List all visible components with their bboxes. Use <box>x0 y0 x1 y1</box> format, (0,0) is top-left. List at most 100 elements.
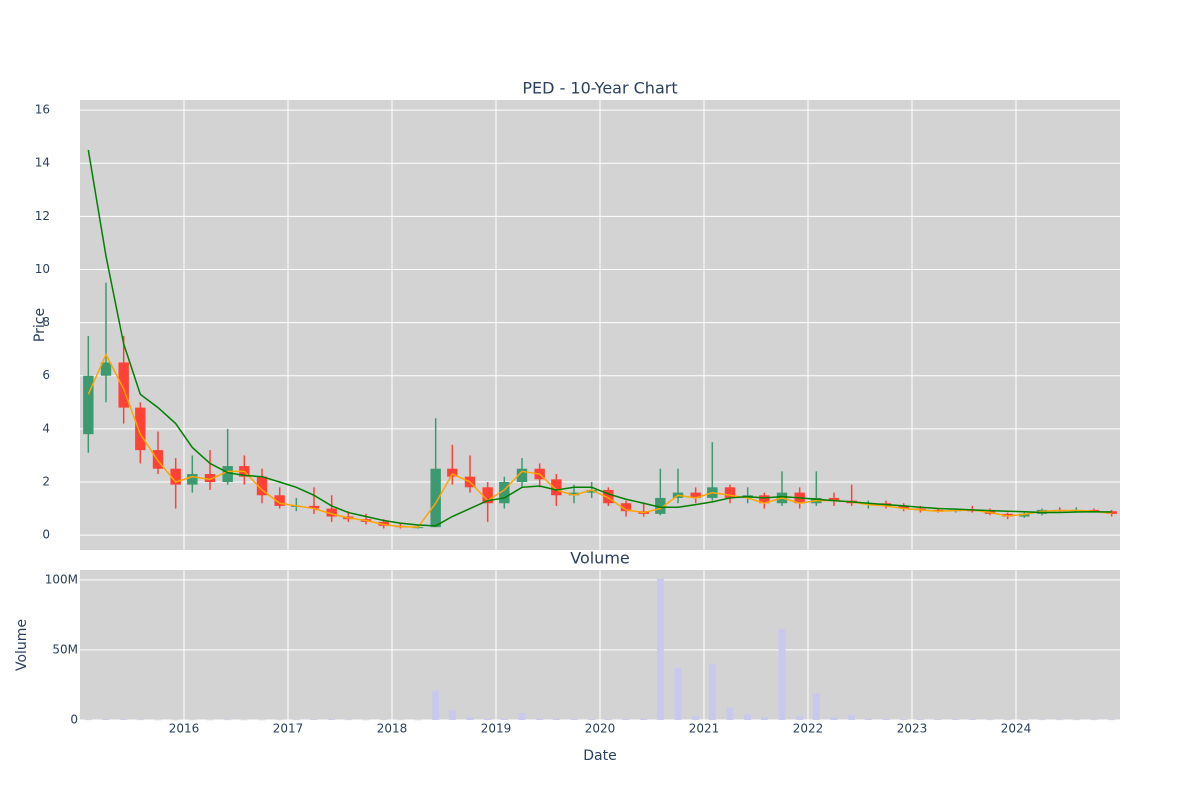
candle-body <box>1002 513 1013 517</box>
volume-bar <box>328 719 336 720</box>
volume-bar <box>292 719 300 721</box>
moving-average-line <box>87 149 1112 527</box>
volume-bar <box>396 719 404 721</box>
volume-bar <box>1020 719 1028 720</box>
volume-bar <box>500 718 508 720</box>
candle-body <box>118 362 129 408</box>
volume-bar <box>796 715 804 720</box>
candle-body <box>308 505 320 509</box>
candle-body <box>135 407 146 451</box>
candle-body <box>83 375 94 435</box>
x-tick-label: 2016 <box>169 722 200 736</box>
candle-body <box>759 495 770 504</box>
volume-bar <box>380 719 388 721</box>
candle-body <box>274 495 285 506</box>
volume-bar <box>760 717 768 720</box>
candle-body <box>828 497 840 501</box>
y-tick-label: 16 <box>35 103 50 117</box>
volume-bar <box>588 719 596 720</box>
volume-bar <box>154 719 162 721</box>
candle-body <box>1106 511 1117 514</box>
volume-bar <box>952 719 960 720</box>
y-tick-label: 0 <box>70 713 78 727</box>
volume-bar <box>102 719 110 720</box>
y-tick-label: 100M <box>45 572 78 586</box>
volume-bar <box>916 719 924 720</box>
volume-bar <box>986 719 994 721</box>
volume-bar <box>1056 719 1064 721</box>
candle-body <box>898 505 909 509</box>
volume-bar <box>120 719 128 720</box>
volume-bar <box>656 578 664 720</box>
volume-bar <box>310 719 318 720</box>
candle-body <box>326 508 337 517</box>
volume-bar <box>812 693 820 720</box>
x-tick-label: 2017 <box>273 722 304 736</box>
candle-body <box>100 362 112 376</box>
candle-body <box>551 479 562 496</box>
candle-body <box>655 497 666 514</box>
candle-body <box>690 492 701 498</box>
volume-bar <box>864 718 872 720</box>
candle-body <box>430 468 441 528</box>
volume-bar <box>344 719 352 721</box>
y-tick-label: 12 <box>35 209 50 223</box>
volume-bar <box>206 719 214 721</box>
volume-title: Volume <box>570 549 630 568</box>
x-tick-label: 2018 <box>377 722 408 736</box>
y-tick-label: 6 <box>42 368 50 382</box>
volume-bar <box>258 719 266 721</box>
candle-body <box>256 476 268 496</box>
moving-average-line <box>87 352 1112 528</box>
y-tick-label: 14 <box>35 156 50 170</box>
x-tick-label: 2024 <box>1001 722 1032 736</box>
y-tick-label: 0 <box>42 528 50 542</box>
volume-bar <box>448 710 456 720</box>
x-tick-label: 2022 <box>793 722 824 736</box>
candle-body <box>499 481 510 504</box>
volume-bar <box>604 719 612 720</box>
volume-bar <box>414 719 422 721</box>
candle-body <box>603 489 614 504</box>
volume-bar <box>570 719 578 720</box>
y-tick-label: 50M <box>52 642 78 656</box>
volume-bar <box>536 718 544 720</box>
candle-body <box>516 468 528 482</box>
volume-bar <box>484 718 492 720</box>
x-tick-label: 2020 <box>585 722 616 736</box>
candle-body <box>170 468 181 485</box>
candle-body <box>620 503 632 512</box>
candle-body <box>1019 513 1030 517</box>
volume-bar <box>224 719 232 721</box>
candle-body <box>204 474 216 482</box>
y-axis-title: Price <box>32 308 48 342</box>
volume-bar <box>900 719 908 720</box>
volume-bar <box>1038 719 1046 721</box>
volume-bar <box>276 719 284 721</box>
y-tick-label: 4 <box>42 421 50 435</box>
volume-bar <box>778 628 786 720</box>
volume-bar <box>848 715 856 720</box>
volume-bar <box>726 707 734 720</box>
volume-bar <box>432 690 440 720</box>
volume-bar <box>622 719 630 720</box>
volume-bar <box>240 719 248 721</box>
volume-bar <box>674 668 682 720</box>
y-tick-label: 2 <box>42 474 50 488</box>
volume-bar <box>1090 719 1098 721</box>
volume-bar <box>882 718 890 720</box>
y-tick-label: 8 <box>42 315 50 329</box>
volume-bar <box>744 714 752 720</box>
candle-body <box>586 489 597 493</box>
x-axis-title: Date <box>583 748 616 764</box>
volume-bar <box>188 719 196 721</box>
volume-bar <box>172 719 180 721</box>
x-tick-label: 2023 <box>897 722 928 736</box>
volume-bar <box>1004 719 1012 721</box>
volume-bar <box>640 718 648 720</box>
volume-bar <box>136 719 144 721</box>
y-axis-title: Volume <box>14 619 30 671</box>
volume-bar <box>518 712 526 720</box>
volume-bar <box>708 663 716 720</box>
